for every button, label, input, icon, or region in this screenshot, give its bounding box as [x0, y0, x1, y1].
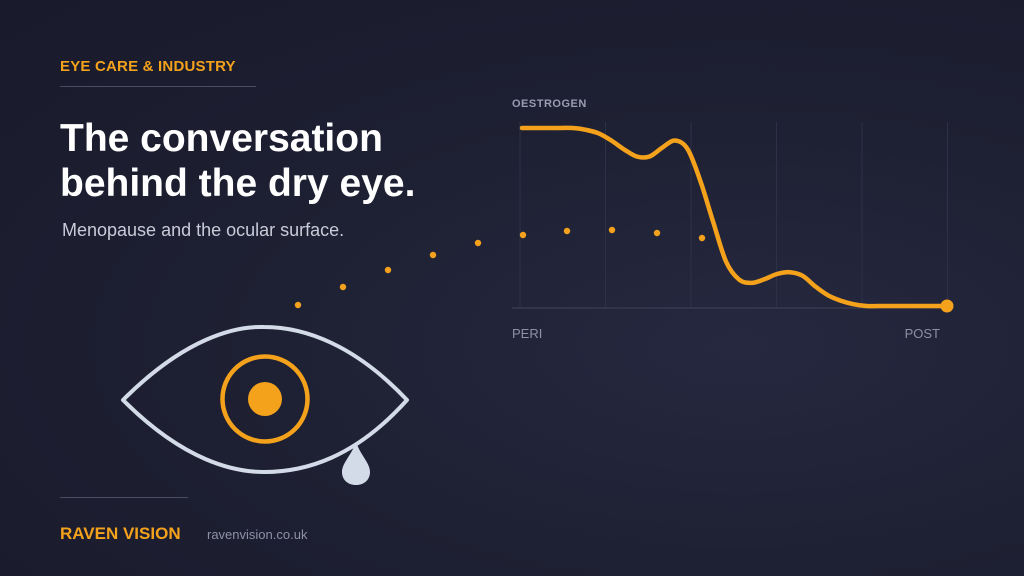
tear-drop-icon: [342, 442, 370, 485]
trail-dot: [294, 301, 302, 309]
x-axis-start-label: PERI: [512, 326, 542, 341]
trail-dot: [653, 229, 661, 237]
y-axis-label: OESTROGEN: [512, 98, 587, 110]
series-end-point: [940, 299, 954, 313]
category-kicker: EYE CARE & INDUSTRY: [60, 58, 236, 75]
trail-dot: [384, 266, 392, 274]
trail-dot: [339, 283, 347, 291]
chart-grid: [519, 122, 948, 308]
footer-divider: [60, 497, 188, 498]
oestrogen-series-line: [519, 125, 950, 309]
trail-dot: [563, 227, 571, 235]
trail-dot: [519, 231, 527, 239]
headline-line-1: The conversation: [60, 117, 383, 160]
trail-dot: [608, 226, 616, 234]
page-title: The conversation behind the dry eye.: [60, 116, 415, 206]
trail-dot: [698, 234, 706, 242]
website-url: ravenvision.co.uk: [207, 527, 308, 542]
dotted-trail: [294, 226, 706, 309]
oestrogen-chart: OESTROGEN PERI POST: [512, 98, 954, 341]
brand-name: RAVEN VISION: [60, 524, 181, 543]
trail-dot: [474, 239, 482, 247]
eye-outline: [121, 324, 409, 474]
eye-iris-ring: [220, 354, 310, 444]
subtitle: Menopause and the ocular surface.: [62, 220, 345, 240]
headline-line-2: behind the dry eye.: [60, 162, 416, 205]
kicker-divider: [60, 86, 256, 87]
x-axis-end-label: POST: [905, 326, 940, 341]
trail-dot: [429, 251, 437, 259]
eye-icon: [121, 324, 409, 474]
eye-pupil: [248, 382, 282, 416]
